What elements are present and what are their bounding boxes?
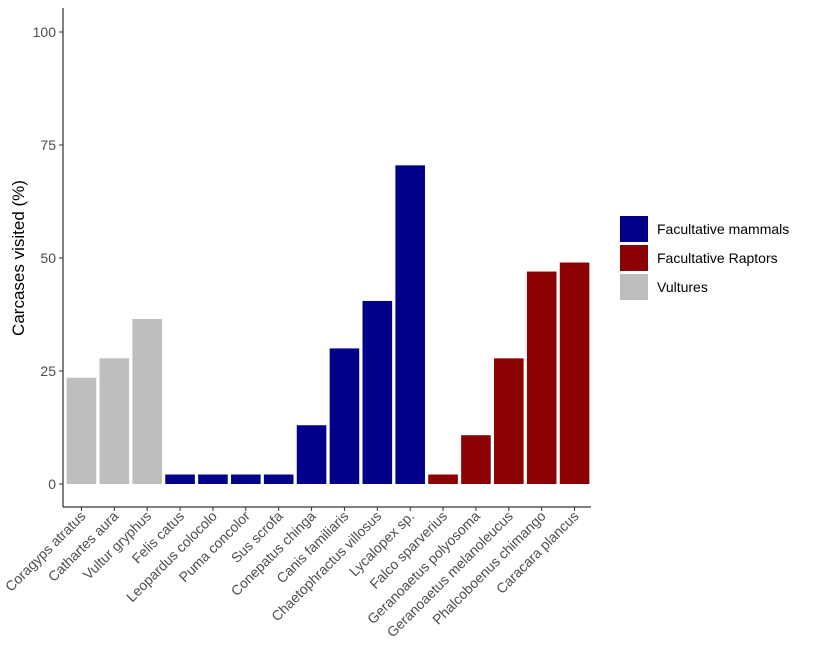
legend-key: [620, 274, 648, 300]
y-tick-label: 25: [40, 363, 56, 379]
bar: [99, 358, 130, 484]
bar: [132, 319, 162, 484]
bars-group: [66, 165, 590, 484]
bar: [198, 474, 228, 484]
bar: [362, 300, 393, 484]
bar: [461, 435, 491, 484]
y-axis-title: Carcases visited (%): [9, 180, 28, 336]
legend-label: Facultative mammals: [657, 221, 789, 237]
y-tick-label: 0: [48, 476, 56, 492]
bar: [296, 425, 327, 484]
legend-key: [620, 245, 648, 271]
legend-label: Facultative Raptors: [657, 250, 778, 266]
legend-label: Vultures: [657, 279, 708, 295]
bar: [395, 165, 425, 484]
bar: [329, 348, 360, 484]
bar: [66, 377, 97, 484]
y-tick-label: 100: [33, 24, 57, 40]
legend: Facultative mammals Facultative Raptors Vu…: [620, 216, 789, 300]
bar: [165, 474, 195, 484]
bar: [231, 474, 261, 484]
y-tick-label: 50: [40, 250, 56, 266]
bar: [263, 474, 294, 484]
y-tick-label: 75: [40, 137, 56, 153]
legend-key: [620, 216, 648, 242]
y-axis-ticks: 0 25 50 75 100: [33, 24, 63, 492]
bar: [526, 271, 557, 484]
bar: [428, 474, 458, 484]
bar: [494, 358, 524, 484]
bar: [559, 262, 590, 484]
